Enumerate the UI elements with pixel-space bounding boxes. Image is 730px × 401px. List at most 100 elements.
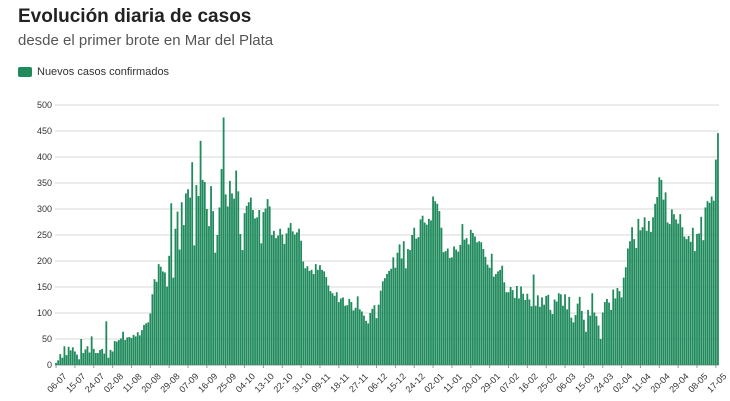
bar bbox=[415, 238, 418, 365]
x-tick-label: 02-08 bbox=[102, 371, 125, 394]
bar bbox=[117, 340, 120, 365]
bar bbox=[285, 233, 288, 365]
bar bbox=[164, 272, 166, 365]
x-tick-label: 25-09 bbox=[215, 371, 238, 394]
x-tick-label: 11-04 bbox=[630, 371, 653, 394]
bar bbox=[662, 199, 665, 365]
bar bbox=[717, 133, 719, 365]
x-tick-label: 02-04 bbox=[611, 371, 634, 394]
bar bbox=[511, 290, 514, 365]
bar bbox=[92, 348, 95, 365]
bar bbox=[67, 346, 70, 365]
bar bbox=[681, 227, 684, 365]
bar bbox=[668, 224, 671, 365]
x-tick-label: 22-10 bbox=[271, 371, 294, 394]
bar bbox=[264, 208, 267, 365]
bar bbox=[174, 228, 177, 365]
bar bbox=[185, 193, 187, 365]
bar bbox=[440, 227, 443, 365]
bar bbox=[151, 294, 154, 365]
y-tick-label: 100 bbox=[37, 308, 52, 318]
bar bbox=[304, 268, 307, 365]
bar bbox=[553, 299, 556, 365]
bar bbox=[115, 341, 118, 365]
y-tick-label: 150 bbox=[37, 282, 52, 292]
x-tick-label: 25-02 bbox=[535, 371, 558, 394]
bar bbox=[233, 198, 235, 365]
bar bbox=[714, 159, 717, 365]
bar bbox=[210, 186, 212, 365]
bar bbox=[71, 347, 74, 365]
bar bbox=[124, 340, 127, 365]
bar bbox=[390, 268, 393, 365]
bar bbox=[419, 219, 422, 365]
x-tick-label: 24-03 bbox=[592, 371, 615, 394]
bar bbox=[675, 219, 677, 365]
legend-swatch bbox=[18, 67, 32, 77]
bar bbox=[166, 286, 168, 365]
bar bbox=[666, 222, 669, 365]
bar bbox=[624, 267, 627, 365]
y-tick-label: 300 bbox=[37, 204, 52, 214]
x-tick-label: 07-09 bbox=[177, 371, 200, 394]
bar bbox=[610, 309, 613, 365]
bar bbox=[641, 227, 644, 365]
bar bbox=[448, 257, 451, 365]
bar bbox=[138, 335, 141, 365]
bar bbox=[471, 232, 474, 365]
bar bbox=[490, 253, 493, 365]
bar bbox=[241, 250, 244, 365]
x-tick-label: 16-02 bbox=[517, 371, 540, 394]
bar bbox=[583, 319, 585, 365]
bar bbox=[488, 267, 491, 365]
bar bbox=[706, 201, 709, 365]
bar bbox=[287, 227, 290, 365]
bar bbox=[63, 346, 66, 365]
bar bbox=[113, 341, 116, 365]
bar bbox=[224, 194, 227, 365]
y-tick-label: 400 bbox=[37, 152, 52, 162]
bar bbox=[296, 232, 298, 365]
bar bbox=[461, 224, 464, 365]
bar bbox=[576, 303, 579, 365]
bar bbox=[111, 351, 114, 365]
bar bbox=[205, 209, 208, 365]
bar bbox=[375, 318, 378, 365]
bar bbox=[536, 295, 539, 365]
bar bbox=[243, 213, 246, 365]
bar bbox=[396, 252, 399, 365]
bar bbox=[404, 268, 407, 365]
bar bbox=[499, 269, 501, 365]
bar bbox=[647, 220, 650, 365]
bar bbox=[344, 305, 346, 365]
bar bbox=[476, 242, 478, 365]
bar bbox=[430, 220, 432, 365]
bar bbox=[428, 218, 430, 365]
bar bbox=[254, 218, 256, 365]
bar bbox=[97, 353, 99, 365]
bar bbox=[195, 185, 198, 365]
bar bbox=[155, 281, 158, 365]
bar bbox=[457, 251, 460, 365]
bar bbox=[497, 271, 499, 365]
bar bbox=[679, 214, 682, 365]
bar bbox=[423, 222, 426, 365]
bar bbox=[237, 191, 240, 365]
x-tick-label: 06-07 bbox=[45, 371, 68, 394]
bar bbox=[539, 306, 541, 365]
bar bbox=[247, 202, 250, 365]
bar bbox=[413, 227, 416, 365]
bar bbox=[557, 293, 560, 365]
bar bbox=[616, 288, 619, 365]
bar bbox=[187, 189, 189, 365]
bar bbox=[568, 296, 571, 365]
bar bbox=[384, 278, 386, 365]
x-tick-label: 29-04 bbox=[667, 371, 690, 394]
bar bbox=[168, 255, 171, 365]
bar bbox=[327, 285, 330, 365]
bar bbox=[325, 277, 328, 365]
bar bbox=[446, 248, 449, 365]
x-tick-label: 16-09 bbox=[196, 371, 219, 394]
bar bbox=[664, 192, 667, 365]
